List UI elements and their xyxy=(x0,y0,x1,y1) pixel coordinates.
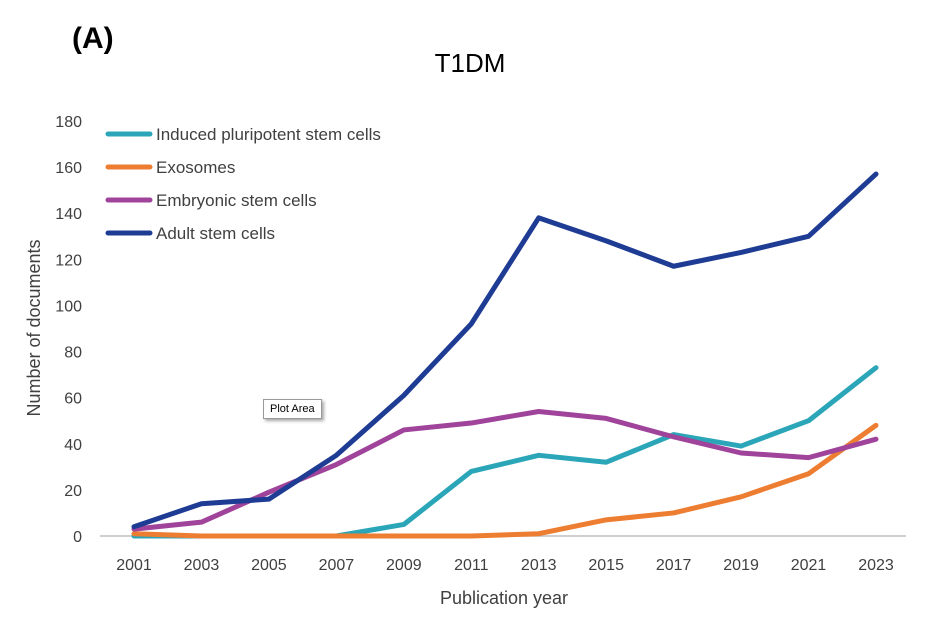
x-tick-label: 2015 xyxy=(588,557,624,574)
series-line-3[interactable] xyxy=(131,171,879,530)
y-tick-label: 80 xyxy=(64,345,82,362)
x-tick-label: 2021 xyxy=(791,557,827,574)
y-tick-label: 140 xyxy=(55,206,82,223)
y-tick-label: 100 xyxy=(55,298,82,315)
y-tick-label: 160 xyxy=(55,160,82,177)
y-tick-label: 60 xyxy=(64,391,82,408)
y-axis-title: Number of documents xyxy=(24,239,44,416)
legend-entry: Adult stem cells xyxy=(156,224,275,243)
x-tick-labels: 2001 2003 2005 2007 2009 2011 2013 2015 2017 2019… xyxy=(116,557,894,574)
x-tick-label: 2017 xyxy=(656,557,692,574)
x-axis-title: Publication year xyxy=(440,588,568,608)
panel-label: (A) xyxy=(72,22,114,55)
legend-entry: Induced pluripotent stem cells xyxy=(156,125,381,144)
plot-area-tooltip: Plot Area xyxy=(263,399,322,419)
y-tick-label: 40 xyxy=(64,437,82,454)
series-layer xyxy=(131,171,879,539)
x-tick-label: 2001 xyxy=(116,557,152,574)
y-tick-label: 20 xyxy=(64,483,82,500)
x-tick-label: 2009 xyxy=(386,557,422,574)
chart-title: T1DM xyxy=(434,48,506,78)
series-line-2[interactable] xyxy=(131,409,879,532)
y-tick-label: 120 xyxy=(55,252,82,269)
y-tick-label: 180 xyxy=(55,114,82,131)
series-line-1[interactable] xyxy=(131,422,879,539)
legend-entry: Embryonic stem cells xyxy=(156,191,317,210)
y-tick-labels: 0 20 40 60 80 100 120 140 160 180 xyxy=(55,114,82,546)
series-line-0[interactable] xyxy=(131,365,879,539)
x-tick-label: 2003 xyxy=(184,557,220,574)
legend: Induced pluripotent stem cells Exosomes Em… xyxy=(105,125,381,243)
y-tick-label: 0 xyxy=(73,529,82,546)
x-tick-label: 2005 xyxy=(251,557,287,574)
x-tick-label: 2007 xyxy=(319,557,355,574)
x-tick-label: 2011 xyxy=(454,557,489,574)
x-tick-label: 2013 xyxy=(521,557,557,574)
legend-entry: Exosomes xyxy=(156,158,235,177)
x-tick-label: 2019 xyxy=(723,557,759,574)
x-tick-label: 2023 xyxy=(858,557,894,574)
